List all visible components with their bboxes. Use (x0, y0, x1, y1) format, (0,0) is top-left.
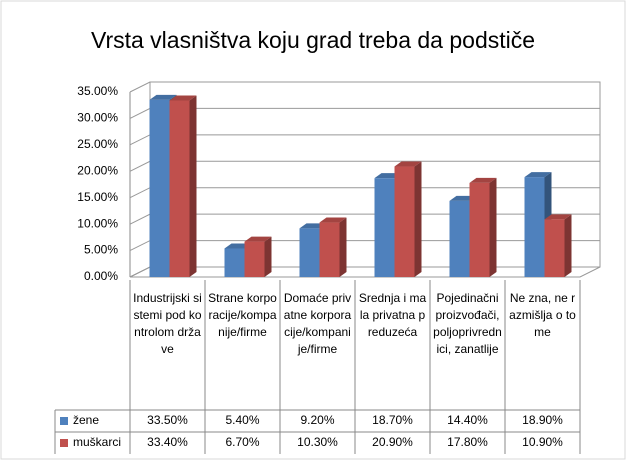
category-cell: Srednja i mala privatna preduzeća (358, 291, 427, 339)
chart-title: Vrsta vlasništva koju grad treba da pods… (91, 27, 535, 53)
y-tick-label: 25.00% (77, 137, 118, 151)
x-tick-label: Domaće privatne korporacije/kompanije/fi… (283, 291, 352, 356)
data-label: 5.40% (225, 413, 259, 427)
legend-swatch (60, 439, 68, 447)
bar (544, 214, 572, 277)
y-tick-label: 15.00% (77, 190, 118, 204)
x-tick-label: Ne zna, ne razmišlja o tome (509, 291, 576, 339)
legend-label: muškarci (73, 435, 121, 449)
bar-top (544, 214, 572, 220)
category-cell: Domaće privatne korporacije/kompanije/fi… (283, 291, 352, 356)
bar-front (299, 228, 320, 277)
bar-side (564, 214, 572, 277)
category-cell: Ne zna, ne razmišlja o tome (509, 291, 576, 339)
bar-front (319, 222, 340, 277)
legend-swatch (60, 417, 68, 425)
bar-side (264, 236, 272, 277)
data-label: 18.90% (522, 413, 563, 427)
data-label: 10.30% (297, 435, 338, 449)
data-label: 14.40% (447, 413, 488, 427)
bar-top (169, 95, 197, 101)
bar-side (489, 177, 497, 277)
data-label: 6.70% (225, 435, 259, 449)
grid-line (129, 81, 600, 93)
data-label: 20.90% (372, 435, 413, 449)
bar-front (469, 182, 490, 277)
y-tick-label: 20.00% (77, 163, 118, 177)
data-label: 33.40% (147, 435, 188, 449)
x-tick-label: Strane korporacije/kompanije/firme (208, 291, 277, 339)
bar-top (469, 177, 497, 183)
data-label: 18.70% (372, 413, 413, 427)
bar (469, 177, 497, 277)
bar-top (394, 161, 422, 167)
x-tick-label: Industrijski sistemi pod kontrolom držav… (133, 291, 202, 356)
bar-front (149, 99, 170, 277)
bar-front (524, 177, 545, 277)
data-label: 10.90% (522, 435, 563, 449)
bar-top (524, 172, 552, 178)
bar-front (374, 178, 395, 277)
bar (244, 236, 272, 277)
bar-top (319, 217, 347, 223)
y-tick-label: 0.00% (84, 269, 118, 283)
data-label: 17.80% (447, 435, 488, 449)
data-label: 9.20% (300, 413, 334, 427)
x-tick-label: Srednja i mala privatna preduzeća (358, 291, 427, 339)
bar-top (244, 236, 272, 242)
y-tick-label: 10.00% (77, 216, 118, 230)
bar-front (394, 166, 415, 277)
y-tick-label: 5.00% (84, 243, 118, 257)
y-tick-label: 35.00% (77, 84, 118, 98)
bar (319, 217, 347, 277)
data-label: 33.50% (147, 413, 188, 427)
bar-front (169, 100, 190, 277)
bar (394, 161, 422, 277)
bar-top (149, 94, 177, 100)
legend-label: žene (73, 413, 99, 427)
category-cell: Strane korporacije/kompanije/firme (208, 291, 277, 339)
y-tick-label: 30.00% (77, 111, 118, 125)
x-tick-label: Pojedinačni proizvođači, poljoprivrednic… (433, 291, 502, 356)
bar (169, 95, 197, 277)
bar-front (544, 219, 565, 277)
bar-side (414, 161, 422, 277)
bar-side (339, 217, 347, 277)
category-cell: Pojedinačni proizvođači, poljoprivrednic… (433, 291, 502, 356)
bar-front (244, 241, 265, 277)
bar-side (189, 95, 197, 277)
bar-front (449, 200, 470, 277)
bar-front (224, 248, 245, 277)
category-cell: Industrijski sistemi pod kontrolom držav… (133, 291, 202, 356)
